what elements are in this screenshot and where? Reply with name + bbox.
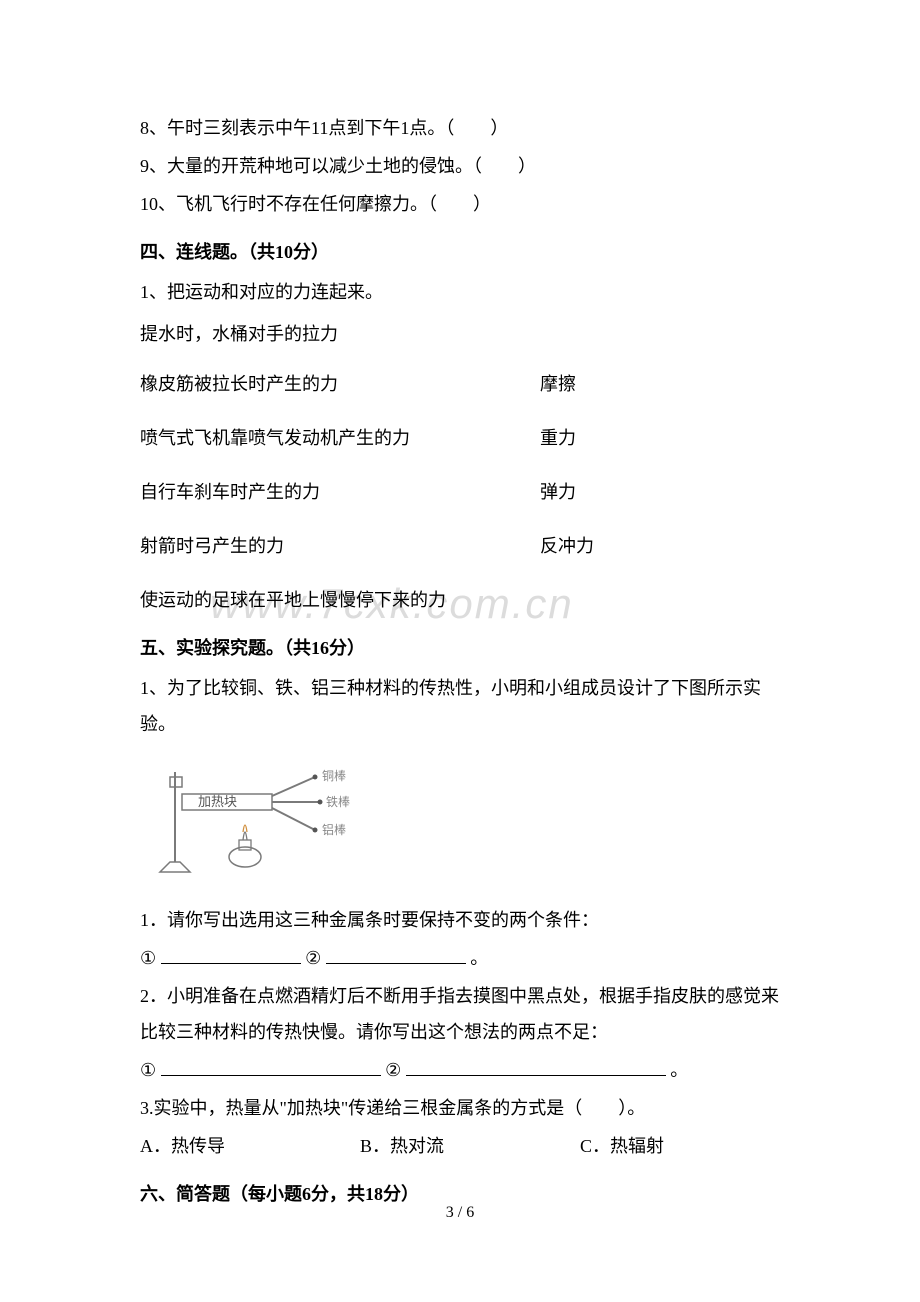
sub1-period: 。 (470, 948, 488, 968)
match-left-4: 射箭时弓产生的力 (140, 528, 540, 564)
match-right-2: 弹力 (540, 474, 576, 510)
opt-a: A．热传导 (140, 1128, 360, 1164)
sub2-blank2 (406, 1058, 666, 1076)
experiment-diagram: 加热块 铜棒 铁棒 铝棒 (140, 752, 780, 894)
heat-block-label: 加热块 (198, 794, 237, 809)
match-row-2: 喷气式飞机靠喷气发动机产生的力 重力 (140, 420, 780, 456)
sub1-blanks: ① ② 。 (140, 940, 780, 976)
section6-title: 六、简答题（每小题6分，共18分） (140, 1176, 780, 1212)
sub2-b1-label: ① (140, 1060, 156, 1080)
sub2-text: 2．小明准备在点燃酒精灯后不断用手指去摸图中黑点处，根据手指皮肤的感觉来比较三种… (140, 978, 780, 1050)
opt-b: B．热对流 (360, 1128, 580, 1164)
sub1-b1-label: ① (140, 948, 156, 968)
sub2-b2-label: ② (385, 1060, 401, 1080)
match-right-0: 摩擦 (540, 366, 576, 402)
match-row-1: 橡皮筋被拉长时产生的力 摩擦 (140, 366, 780, 402)
sub1-text: 1．请你写出选用这三种金属条时要保持不变的两个条件： (140, 902, 780, 938)
match-left-1: 橡皮筋被拉长时产生的力 (140, 366, 540, 402)
copper-label: 铜棒 (322, 768, 346, 783)
opt-c: C．热辐射 (580, 1128, 664, 1164)
section4-prompt: 1、把运动和对应的力连起来。 (140, 274, 780, 310)
section5-q1-intro: 1、为了比较铜、铁、铝三种材料的传热性，小明和小组成员设计了下图所示实验。 (140, 670, 780, 742)
match-left-0: 提水时，水桶对手的拉力 (140, 316, 540, 352)
match-left-5: 使运动的足球在平地上慢慢停下来的力 (140, 582, 640, 618)
tf-q9: 9、大量的开荒种地可以减少土地的侵蚀。（ ） (140, 148, 780, 184)
tf-q10: 10、飞机飞行时不存在任何摩擦力。（ ） (140, 186, 780, 222)
sub2-period: 。 (670, 1060, 688, 1080)
sub3-options: A．热传导 B．热对流 C．热辐射 (140, 1128, 780, 1164)
match-right-1: 重力 (540, 420, 576, 456)
section4-title: 四、连线题。（共10分） (140, 234, 780, 270)
sub1-blank2 (326, 946, 466, 964)
tf-q8: 8、午时三刻表示中午11点到下午1点。（ ） (140, 110, 780, 146)
match-left-3: 自行车刹车时产生的力 (140, 474, 540, 510)
sub1-b2-label: ② (305, 948, 321, 968)
sub1-blank1 (161, 946, 301, 964)
iron-label: 铁棒 (326, 795, 350, 809)
sub2-blanks: ① ② 。 (140, 1052, 780, 1088)
page-body: 8、午时三刻表示中午11点到下午1点。（ ） 9、大量的开荒种地可以减少土地的侵… (0, 0, 920, 1212)
sub2-blank1 (161, 1058, 381, 1076)
sub3-text: 3.实验中，热量从"加热块"传递给三根金属条的方式是（ ）。 (140, 1090, 780, 1126)
match-row-4: 射箭时弓产生的力 反冲力 (140, 528, 780, 564)
match-row-0: 提水时，水桶对手的拉力 (140, 316, 780, 352)
section5-title: 五、实验探究题。（共16分） (140, 630, 780, 666)
match-left-2: 喷气式飞机靠喷气发动机产生的力 (140, 420, 540, 456)
match-row-5: 使运动的足球在平地上慢慢停下来的力 (140, 582, 780, 618)
aluminum-label: 铝棒 (322, 822, 346, 837)
match-right-3: 反冲力 (540, 528, 594, 564)
match-row-3: 自行车刹车时产生的力 弹力 (140, 474, 780, 510)
